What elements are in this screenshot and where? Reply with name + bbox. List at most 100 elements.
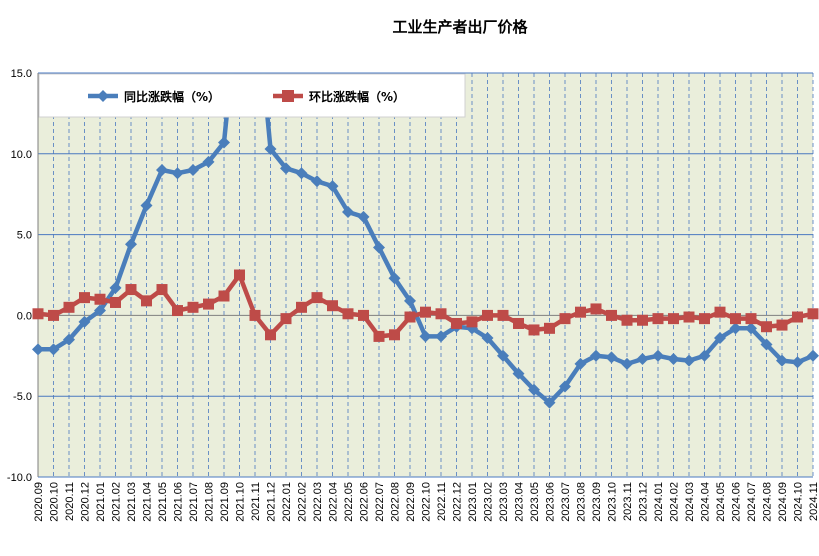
x-tick-label: 2020.11 [64, 482, 76, 521]
x-tick-label: 2022.05 [343, 482, 355, 522]
x-tick-label: 2022.11 [436, 482, 448, 521]
data-point [79, 292, 90, 304]
data-point [326, 180, 339, 193]
data-point [187, 163, 199, 176]
y-tick-label: -10.0 [7, 472, 32, 484]
x-tick-label: 2024.05 [715, 482, 727, 522]
x-tick-label: 2024.11 [808, 482, 819, 521]
data-point [203, 298, 214, 310]
x-tick-label: 2023.11 [622, 482, 634, 521]
data-point [451, 317, 462, 329]
data-point [389, 329, 400, 341]
data-point [218, 136, 230, 149]
x-tick-label: 2020.09 [33, 482, 45, 522]
data-point [621, 357, 633, 370]
data-point [575, 306, 586, 318]
data-point [296, 301, 307, 313]
x-tick-label: 2024.08 [762, 482, 774, 522]
data-point [513, 317, 524, 329]
x-tick-label: 2023.03 [498, 482, 510, 522]
data-point [249, 309, 261, 321]
data-point [419, 330, 432, 343]
data-point [574, 357, 587, 370]
legend-item-2: 环比涨跌幅（%） [273, 89, 405, 104]
data-point [295, 167, 308, 180]
data-point [714, 332, 726, 345]
x-tick-label: 2023.08 [576, 482, 588, 522]
data-point [528, 324, 540, 336]
data-point [544, 322, 555, 334]
x-tick-label: 2024.10 [793, 482, 805, 522]
data-point [156, 163, 168, 176]
vertical-gridlines [37, 73, 814, 477]
x-tick-label: 2023.07 [560, 482, 572, 522]
x-tick-label: 2021.05 [157, 482, 169, 522]
data-point [156, 284, 168, 296]
x-tick-label: 2022.01 [281, 482, 293, 522]
x-tick-label: 2021.07 [188, 482, 200, 522]
data-point [280, 162, 292, 175]
data-point [32, 308, 44, 320]
data-point [776, 354, 788, 367]
data-point [729, 322, 742, 335]
data-point [342, 205, 354, 218]
data-point [776, 319, 788, 331]
data-point [94, 304, 106, 317]
data-point [327, 300, 338, 312]
data-point [47, 343, 60, 356]
data-point [683, 354, 695, 367]
data-point [140, 199, 153, 212]
data-point [683, 311, 695, 323]
data-point [311, 175, 323, 188]
data-point [714, 306, 726, 318]
series-1 [32, 73, 819, 409]
legend-label: 同比涨跌幅（%） [124, 89, 220, 104]
data-point [512, 367, 525, 380]
data-point [760, 338, 773, 351]
x-tick-label: 2022.10 [421, 482, 433, 522]
x-tick-label: 2020.10 [49, 482, 61, 522]
data-point [373, 241, 385, 254]
y-axis-ticks: 15.0 10.0 5.0 0.0 -5.0 -10.0 [7, 68, 32, 484]
x-tick-label: 2021.11 [250, 482, 262, 521]
data-point [807, 349, 819, 362]
data-point [63, 301, 75, 313]
y-tick-label: 5.0 [17, 230, 32, 242]
data-point [218, 290, 230, 302]
x-tick-label: 2021.10 [235, 482, 247, 522]
x-tick-label: 2021.02 [111, 482, 123, 522]
horizontal-gridlines [37, 72, 813, 478]
data-point [171, 167, 184, 180]
x-tick-label: 2023.06 [545, 482, 557, 522]
data-point [78, 315, 91, 328]
data-point [792, 311, 803, 323]
data-point [590, 349, 602, 362]
x-tick-label: 2024.04 [700, 482, 712, 522]
x-tick-label: 2024.07 [746, 482, 758, 522]
data-point [543, 396, 556, 409]
legend-marker [282, 90, 294, 102]
x-tick-label: 2021.09 [219, 482, 231, 522]
chart-title: 工业生产者出厂价格 [392, 18, 528, 36]
x-tick-label: 2023.10 [607, 482, 619, 522]
legend-label: 环比涨跌幅（%） [309, 89, 405, 104]
series-layer [32, 73, 819, 409]
data-point [280, 313, 292, 325]
data-point [637, 314, 648, 326]
data-point [202, 155, 215, 168]
x-tick-label: 2022.03 [312, 482, 324, 522]
x-tick-label: 2024.09 [777, 482, 789, 522]
data-point [745, 322, 757, 335]
data-point [730, 313, 741, 325]
x-tick-label: 2024.06 [731, 482, 743, 522]
y-tick-label: 15.0 [11, 68, 32, 80]
data-point [745, 313, 757, 325]
data-point [698, 349, 711, 362]
data-point [357, 210, 370, 223]
data-point [63, 333, 75, 346]
x-tick-label: 2021.03 [126, 482, 138, 522]
data-point [528, 383, 540, 396]
x-tick-label: 2022.06 [359, 482, 371, 522]
data-point [265, 329, 276, 341]
x-tick-label: 2021.04 [142, 482, 154, 522]
